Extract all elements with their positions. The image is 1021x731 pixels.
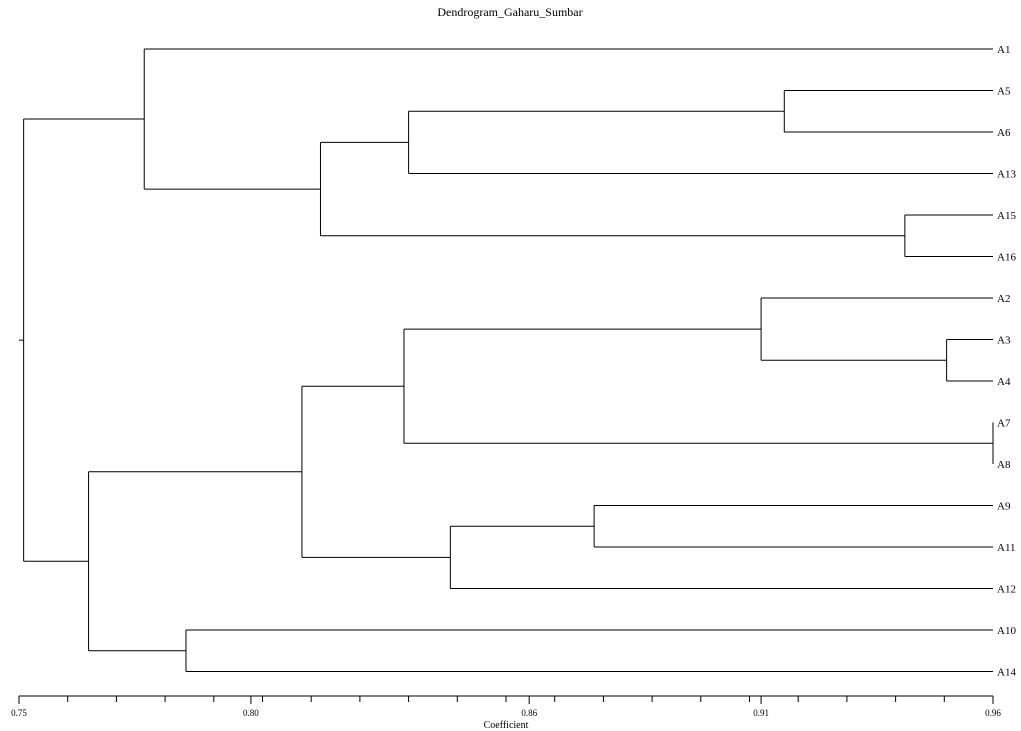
x-tick-label: 0.86 [521,708,537,718]
x-tick-label: 0.75 [11,708,27,718]
leaf-label-a14: A14 [997,667,1016,679]
x-tick-label: 0.80 [243,708,259,718]
leaf-label-a10: A10 [997,625,1016,637]
x-axis-title: Coefficient [484,720,529,731]
leaf-label-a12: A12 [997,584,1016,596]
leaf-label-a6: A6 [997,127,1011,139]
leaf-label-a2: A2 [997,293,1010,305]
dendrogram-links [19,48,994,672]
x-tick-label: 0.96 [985,708,1001,718]
leaf-label-a8: A8 [997,459,1011,471]
leaf-labels: A1 A5 A6 A13 A15 A16 A2 A3 A4 A7 A8 A9 A11 A12 A10 A14 [997,44,1016,679]
leaf-label-a15: A15 [997,210,1016,222]
leaf-label-a7: A7 [997,418,1011,430]
x-axis: 0.75 0.80 0.86 0.91 0.96 [11,695,1001,718]
leaf-label-a13: A13 [997,169,1016,181]
chart-title: Dendrogram_Gaharu_Sumbar [437,5,582,19]
leaf-label-a16: A16 [997,252,1016,264]
leaf-label-a5: A5 [997,86,1011,98]
leaf-label-a11: A11 [997,542,1016,554]
leaf-label-a4: A4 [997,376,1011,388]
leaf-label-a3: A3 [997,335,1011,347]
leaf-label-a1: A1 [997,44,1010,56]
leaf-label-a9: A9 [997,501,1011,513]
x-tick-label: 0.91 [753,708,769,718]
